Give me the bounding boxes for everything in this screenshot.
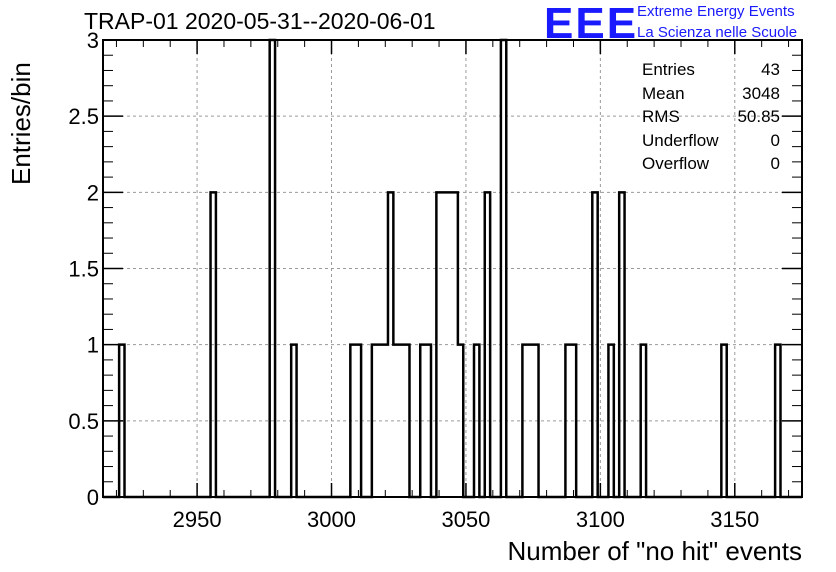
- chart-title: TRAP-01 2020-05-31--2020-06-01: [84, 8, 436, 34]
- org-name-line1: Extreme Energy Events: [637, 3, 795, 20]
- stat-label: Overflow: [642, 154, 710, 173]
- x-tick-label: 2950: [173, 507, 222, 532]
- stat-row-entries: Entries 43: [642, 60, 780, 84]
- y-tick-label: 1: [87, 333, 99, 358]
- stat-label: RMS: [642, 107, 680, 126]
- stats-box: Entries 43 Mean 3048 RMS 50.85 Underflow…: [642, 60, 780, 178]
- eee-logo: EEE: [544, 0, 639, 48]
- stat-label: Mean: [642, 83, 685, 103]
- stat-row-underflow: Underflow 0: [642, 131, 780, 155]
- stat-value: 43: [761, 60, 780, 79]
- y-tick-label: 2.5: [68, 104, 99, 129]
- x-tick-label: 3100: [576, 507, 625, 532]
- y-tick-label: 0.5: [68, 409, 99, 434]
- stat-value: 0: [770, 154, 780, 173]
- stat-label: Underflow: [642, 130, 719, 150]
- stat-label: Entries: [642, 60, 695, 79]
- stat-row-overflow: Overflow 0: [642, 154, 780, 178]
- stat-value: 0: [770, 130, 780, 150]
- stat-value: 3048: [742, 83, 780, 103]
- x-tick-label: 3000: [307, 507, 356, 532]
- x-tick-label: 3050: [441, 507, 490, 532]
- tick-label-layer: 2950 3000 3050 3100 3150 0 0.5 1 1.5 2 2.5 3: [68, 28, 759, 532]
- stat-row-rms: RMS 50.85: [642, 107, 780, 131]
- y-tick-label: 2: [87, 180, 99, 205]
- tick-layer: [103, 39, 802, 498]
- y-tick-label: 3: [87, 28, 99, 53]
- x-tick-label: 3150: [710, 507, 759, 532]
- org-name-line2: La Scienza nelle Scuole: [637, 24, 798, 41]
- stat-value: 50.85: [737, 107, 780, 126]
- y-tick-label: 1.5: [68, 257, 99, 282]
- stat-row-mean: Mean 3048: [642, 84, 780, 108]
- x-axis-label: Number of "no hit" events: [507, 536, 803, 566]
- y-tick-label: 0: [87, 485, 99, 510]
- y-axis-label: Entries/bin: [6, 62, 36, 185]
